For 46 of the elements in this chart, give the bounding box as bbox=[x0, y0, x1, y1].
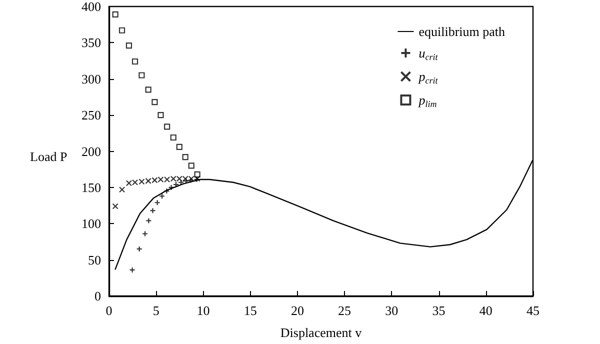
legend-label: equilibrium path bbox=[418, 24, 506, 39]
point bbox=[112, 203, 118, 210]
point bbox=[118, 186, 126, 193]
x-tick-label: 15 bbox=[244, 303, 257, 318]
point bbox=[138, 178, 145, 185]
point bbox=[158, 176, 164, 183]
point bbox=[145, 178, 152, 184]
x-tick-label: 25 bbox=[338, 303, 352, 318]
point bbox=[138, 72, 145, 78]
point bbox=[152, 177, 158, 184]
x-tick-label: 20 bbox=[290, 303, 304, 318]
point bbox=[126, 180, 132, 186]
point bbox=[182, 154, 188, 160]
x-tick-label: 5 bbox=[152, 303, 160, 318]
x-tick-label: 40 bbox=[479, 303, 492, 318]
point bbox=[164, 176, 170, 183]
x-tick-label: 0 bbox=[106, 303, 112, 318]
y-tick-label: 50 bbox=[88, 252, 101, 268]
y-tick-label: 150 bbox=[82, 180, 101, 195]
x-tick-label: 45 bbox=[526, 303, 540, 318]
y-tick-label: 0 bbox=[94, 288, 101, 304]
y-axis-title: Load P bbox=[30, 149, 68, 164]
point bbox=[118, 27, 126, 34]
point bbox=[170, 134, 176, 141]
point bbox=[170, 176, 176, 182]
point bbox=[176, 144, 182, 150]
y-tick-label: 100 bbox=[82, 216, 101, 232]
x-tick-label: 30 bbox=[385, 303, 398, 318]
point bbox=[152, 98, 158, 106]
point bbox=[132, 58, 138, 65]
x-tick-label: 35 bbox=[432, 303, 446, 318]
y-tick-label: 250 bbox=[82, 108, 101, 123]
point bbox=[145, 86, 152, 93]
x-tick-label: 10 bbox=[196, 303, 210, 318]
x-axis-title: Displacement v bbox=[280, 325, 362, 340]
point bbox=[126, 42, 132, 49]
y-tick-label: 400 bbox=[82, 0, 101, 14]
point bbox=[194, 171, 200, 178]
y-tick-label: 350 bbox=[82, 35, 101, 50]
point bbox=[188, 162, 194, 169]
point bbox=[112, 11, 118, 18]
point bbox=[132, 179, 138, 186]
point bbox=[164, 124, 170, 130]
y-tick-label: 300 bbox=[82, 71, 101, 86]
y-tick-label: 200 bbox=[82, 144, 101, 159]
point bbox=[158, 112, 164, 118]
